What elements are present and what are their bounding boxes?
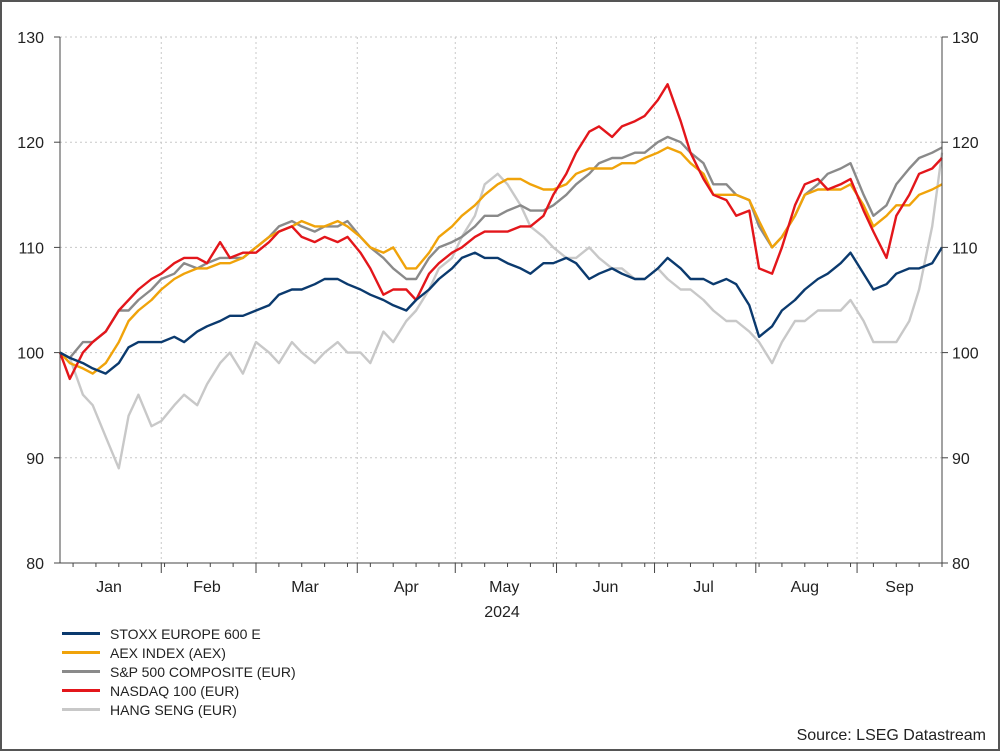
- y-tick-label-left: 130: [17, 30, 44, 47]
- x-axis-year-label: 2024: [484, 604, 520, 621]
- legend-label: HANG SENG (EUR): [110, 701, 237, 718]
- y-tick-label-right: 90: [952, 451, 970, 468]
- x-tick-label: May: [489, 579, 519, 596]
- x-tick-label: Sep: [885, 579, 914, 596]
- source-note: Source: LSEG Datastream: [796, 727, 986, 744]
- legend-item: HANG SENG (EUR): [62, 700, 296, 719]
- legend-label: NASDAQ 100 (EUR): [110, 682, 240, 699]
- y-tick-label-left: 110: [18, 240, 44, 257]
- x-tick-label: Mar: [291, 579, 319, 596]
- y-tick-label-left: 120: [17, 135, 44, 152]
- chart-legend: STOXX EUROPE 600 E AEX INDEX (AEX) S&P 5…: [62, 624, 296, 719]
- series-line-aex-index-aex: [59, 146, 943, 375]
- y-tick-label-right: 100: [952, 346, 979, 363]
- series-line-hang-seng-eur: [59, 152, 944, 470]
- series-line-stoxx-europe-600-e: [59, 246, 944, 375]
- x-tick-label: Aug: [791, 579, 819, 596]
- legend-label: S&P 500 COMPOSITE (EUR): [110, 663, 296, 680]
- legend-swatch: [62, 632, 100, 635]
- x-tick-label: Feb: [193, 579, 221, 596]
- x-tick-label: Jun: [593, 579, 619, 596]
- legend-swatch: [62, 689, 100, 692]
- y-tick-label-right: 120: [952, 135, 979, 152]
- x-tick-label: Jul: [693, 579, 713, 596]
- legend-item: AEX INDEX (AEX): [62, 643, 296, 662]
- legend-label: STOXX EUROPE 600 E: [110, 625, 261, 642]
- y-tick-label-right: 80: [952, 556, 970, 573]
- legend-item: STOXX EUROPE 600 E: [62, 624, 296, 643]
- y-tick-label-right: 130: [952, 30, 979, 47]
- legend-label: AEX INDEX (AEX): [110, 644, 226, 661]
- legend-item: S&P 500 COMPOSITE (EUR): [62, 662, 296, 681]
- y-tick-label-right: 110: [952, 240, 978, 257]
- legend-swatch: [62, 670, 100, 673]
- x-tick-label: Jan: [96, 579, 122, 596]
- series-line-nasdaq-100-eur: [58, 83, 943, 381]
- x-tick-label: Apr: [394, 579, 420, 596]
- legend-swatch: [62, 708, 100, 711]
- y-tick-label-left: 80: [26, 556, 44, 573]
- legend-swatch: [62, 651, 100, 654]
- legend-item: NASDAQ 100 (EUR): [62, 681, 296, 700]
- y-tick-label-left: 100: [17, 346, 44, 363]
- y-tick-label-left: 90: [26, 451, 44, 468]
